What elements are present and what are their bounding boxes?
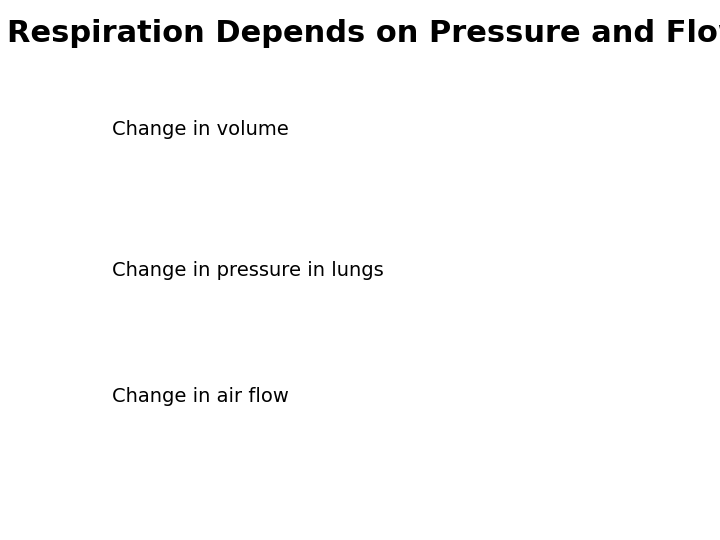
Text: Change in air flow: Change in air flow: [112, 387, 289, 407]
Text: Respiration Depends on Pressure and Flow: Respiration Depends on Pressure and Flow: [7, 19, 720, 48]
Text: Change in pressure in lungs: Change in pressure in lungs: [112, 260, 383, 280]
Text: Change in volume: Change in volume: [112, 120, 288, 139]
